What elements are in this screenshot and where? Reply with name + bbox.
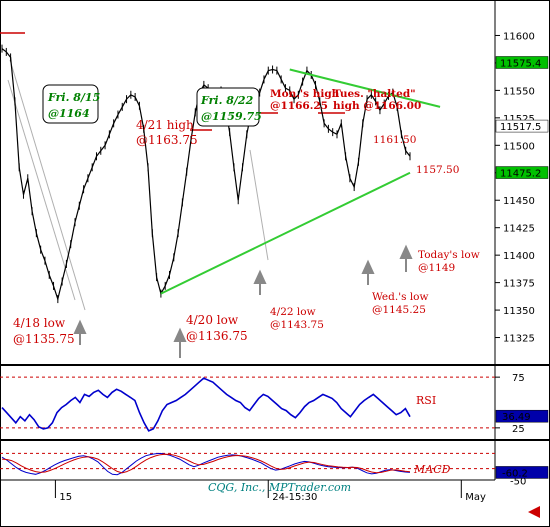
x-axis: 15 24-15:30 May	[54, 480, 486, 503]
price-tag-box	[495, 166, 549, 179]
annotation-116150: 1161.50	[373, 134, 416, 146]
price-axis: 1160011575115501152511500114751145011425…	[495, 31, 535, 345]
price-tag-label: 11575.4	[500, 58, 541, 69]
annotation-fri815-line2: @1164	[48, 107, 90, 120]
price-tick-label: 11350	[503, 306, 535, 317]
x-tick-label: May	[465, 492, 486, 503]
panel-tag-label: -60.2	[502, 468, 528, 479]
price-tag-box	[495, 119, 549, 133]
annotation-fri822-line1: Fri. 8/22	[200, 94, 254, 107]
macd-line	[1, 452, 411, 476]
rsi-line	[1, 377, 411, 432]
trendline	[289, 68, 441, 108]
arrow-icon	[73, 319, 87, 345]
annotation-low422-line2: @1143.75	[270, 319, 324, 331]
price-tick-label: 11375	[503, 279, 535, 290]
price-tick-label: 11425	[503, 224, 535, 235]
rsi-tick-label: 25	[512, 424, 525, 435]
trendline	[160, 171, 411, 295]
footer-credit: CQG, Inc., MPTrader.com	[208, 481, 351, 494]
price-line	[1, 48, 411, 302]
panel-tags: 36.49 -60.2	[495, 409, 549, 479]
price-tick-label: 11325	[503, 334, 535, 345]
price-tick-label: 11500	[503, 141, 535, 152]
annotation-box	[42, 84, 99, 124]
panel-tag-box	[495, 409, 549, 423]
annotation-high421-line1: 4/21 high	[136, 118, 194, 132]
arrow-icon	[399, 244, 413, 272]
annotation-fri815-line1: Fri. 8/15	[47, 91, 100, 104]
annotation-wedlow-line2: @1145.25	[372, 304, 426, 316]
x-tick-label: 24-15:30	[272, 492, 317, 503]
x-tick-label: 15	[59, 492, 72, 503]
price-tag-label: 11517.5	[500, 122, 541, 133]
annotation-tueshalted-line1: Tues. "halted"	[333, 88, 416, 100]
annotation-low420-line2: @1136.75	[186, 329, 248, 343]
rsi-axis: 75 25	[495, 373, 525, 435]
price-tick-label: 11450	[503, 196, 535, 207]
price-tags: 11575.4 11517.5 11475.2	[495, 56, 549, 180]
macd-tick-label: -50	[510, 477, 526, 488]
annotation-tueshalted-line2: high @1166.00	[333, 100, 421, 112]
fan-lines	[7, 59, 269, 311]
price-tag-box	[495, 56, 549, 69]
annotation-115750: 1157.50	[416, 164, 459, 176]
annotation-fri822-line2: @1159.75	[201, 110, 262, 123]
panel-tag-label: 36.49	[502, 412, 531, 423]
annotation-low418-line2: @1135.75	[13, 332, 75, 346]
rsi-reference-lines	[0, 376, 495, 429]
arrow-icon	[173, 327, 187, 358]
annotation-monhigh-line2: @1166.25	[270, 100, 328, 112]
macd-axis: -50	[510, 477, 526, 488]
price-series	[1, 44, 411, 304]
rsi-label: RSI	[416, 394, 436, 407]
annotation-todaylow-line1: Today's low	[418, 249, 480, 261]
annotation-high421-line2: @1163.75	[136, 133, 198, 147]
annotation-monhigh-line1: Mon.'s high	[270, 88, 340, 100]
macd-label: MACD	[413, 463, 451, 476]
annotation-low418-line1: 4/18 low	[13, 316, 66, 330]
arrow-icon	[361, 259, 375, 285]
fan-line	[9, 59, 86, 311]
annotation-low420-line1: 4/20 low	[186, 313, 239, 327]
macd-series	[1, 452, 411, 476]
macd-reference-lines	[0, 452, 495, 470]
price-tick-label: 11550	[503, 86, 535, 97]
fan-line	[249, 149, 269, 261]
annotation-todaylow-line2: @1149	[418, 262, 455, 274]
fan-line	[7, 79, 76, 301]
rsi-series	[1, 377, 411, 432]
rsi-tick-label: 75	[512, 373, 525, 384]
price-tick-label: 11400	[503, 251, 535, 262]
scroll-left-icon	[528, 506, 540, 518]
arrow-icon	[253, 269, 267, 295]
panel-tag-box	[495, 466, 549, 479]
annotation-low422-line1: 4/22 low	[270, 306, 316, 318]
price-tag-label: 11475.2	[500, 169, 541, 180]
price-tick-label: 11525	[503, 114, 535, 125]
trendlines	[160, 68, 441, 295]
annotation-box	[196, 87, 260, 127]
low-arrows	[73, 244, 413, 358]
macd-signal-line	[1, 453, 411, 474]
price-tick-label: 11600	[503, 31, 535, 42]
annotation-wedlow-line1: Wed.'s low	[372, 291, 429, 303]
